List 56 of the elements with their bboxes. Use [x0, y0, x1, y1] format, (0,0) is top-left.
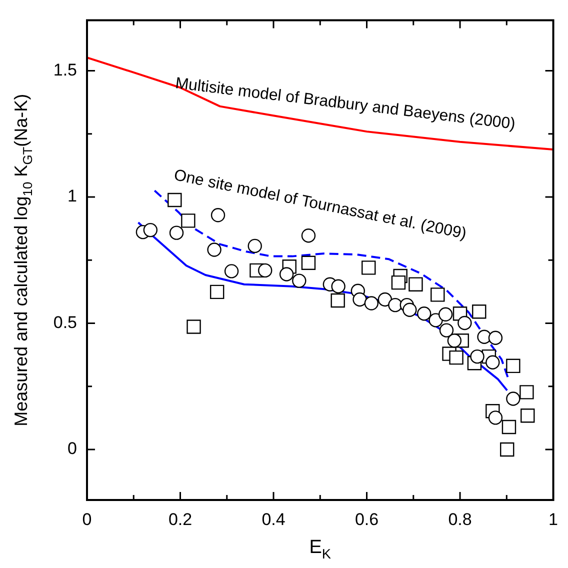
point	[408, 277, 423, 292]
point	[488, 410, 503, 425]
point	[279, 267, 294, 282]
point	[417, 306, 432, 321]
point	[391, 275, 406, 290]
y-tick-label: 0	[68, 439, 77, 458]
point	[248, 238, 262, 254]
point	[207, 242, 222, 257]
annotation: Multisite model of Bradbury and Baeyens (2000)	[174, 75, 516, 133]
point	[506, 358, 520, 374]
point	[378, 292, 392, 307]
x-tick-label: 1	[548, 510, 558, 529]
y-axis-title: Measured and calculated log10 KGT(Na-K)	[10, 94, 35, 426]
point	[210, 208, 226, 222]
point	[143, 222, 158, 238]
annotation: One site model of Tournassat et al. (2009)	[172, 166, 468, 243]
point	[449, 350, 464, 365]
point	[292, 274, 306, 288]
point	[430, 288, 445, 302]
point	[458, 316, 472, 330]
point	[502, 420, 516, 434]
point	[438, 307, 453, 322]
point	[488, 330, 503, 345]
point	[186, 320, 201, 334]
x-tick-label: 0.4	[262, 510, 286, 529]
y-tick-label: 1	[68, 186, 77, 206]
point	[258, 263, 272, 278]
point	[301, 256, 316, 270]
point	[352, 292, 367, 307]
point	[486, 355, 500, 370]
point	[362, 260, 376, 275]
y-tick-label: 1.5	[53, 60, 77, 80]
point	[181, 214, 196, 228]
point	[364, 296, 379, 310]
point	[500, 442, 514, 457]
x-tick-label: 0.6	[354, 510, 379, 529]
point	[447, 334, 462, 348]
point	[168, 192, 182, 208]
point	[224, 264, 239, 278]
point	[520, 385, 534, 400]
point	[330, 293, 345, 308]
point	[472, 304, 486, 319]
point	[169, 226, 184, 240]
x-tick-label: 0	[82, 510, 92, 529]
x-tick-label: 0.8	[448, 510, 472, 529]
point	[439, 323, 454, 338]
point	[520, 408, 535, 423]
point	[331, 279, 346, 294]
point	[210, 284, 224, 300]
point	[388, 298, 402, 312]
point	[402, 302, 417, 317]
point	[470, 349, 484, 364]
point	[301, 228, 316, 243]
point	[506, 392, 520, 406]
x-tick-label: 0.2	[168, 510, 192, 529]
y-tick-label: 0.5	[53, 312, 77, 332]
